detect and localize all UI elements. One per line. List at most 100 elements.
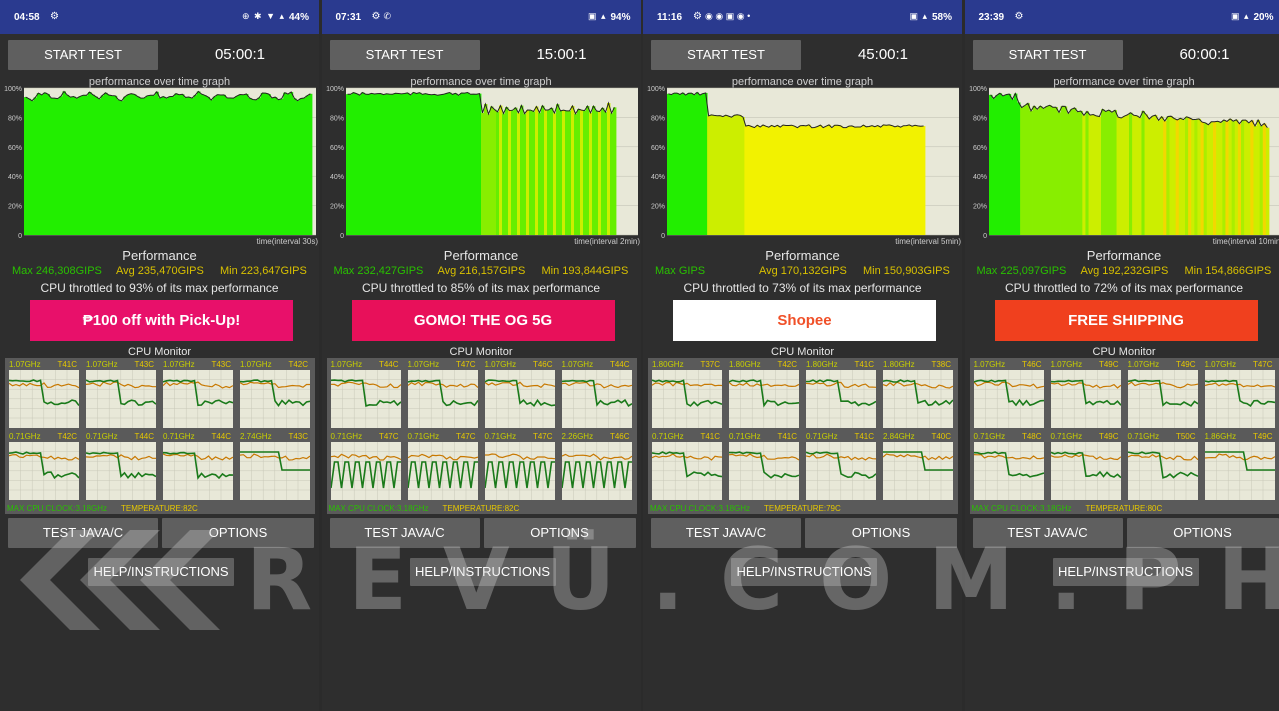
ad-text[interactable]: GOMO! THE OG 5G bbox=[413, 312, 553, 329]
x-axis-label: time(interval 5min) bbox=[895, 237, 961, 246]
perf-bar bbox=[78, 96, 82, 235]
perf-bar bbox=[807, 124, 811, 235]
test-java-c-button[interactable]: TEST JAVA/C bbox=[8, 518, 158, 548]
perf-bar bbox=[767, 127, 771, 235]
start-test-button[interactable]: START TEST bbox=[972, 40, 1123, 70]
perf-bar bbox=[52, 98, 57, 236]
frequency-line bbox=[561, 461, 632, 489]
perf-bar bbox=[168, 96, 172, 235]
perf-bar bbox=[873, 126, 877, 235]
perf-bar bbox=[1025, 103, 1030, 235]
perf-bar bbox=[345, 94, 349, 235]
perf-bar bbox=[348, 94, 352, 235]
core-chart bbox=[1127, 442, 1198, 500]
perf-bar bbox=[687, 93, 691, 236]
status-bar: 04:58 ⚙ ⊕ ✱ ▼ ▴ 44% bbox=[0, 0, 319, 34]
perf-bar bbox=[528, 110, 532, 235]
start-test-button[interactable]: START TEST bbox=[651, 40, 801, 70]
start-test-button[interactable]: START TEST bbox=[8, 40, 158, 70]
core-chart bbox=[806, 370, 876, 428]
frequency-line bbox=[652, 451, 722, 478]
max-gips: Max GIPS bbox=[655, 265, 706, 277]
perf-bar bbox=[612, 107, 616, 235]
options-button[interactable]: OPTIONS bbox=[1126, 518, 1279, 548]
perf-bar bbox=[861, 125, 866, 235]
perf-bar bbox=[681, 92, 685, 236]
perf-bar bbox=[468, 94, 472, 235]
test-java-c-button[interactable]: TEST JAVA/C bbox=[651, 518, 801, 548]
y-tick-label: 40% bbox=[8, 174, 22, 181]
ad-text[interactable]: ₱100 off with Pick-Up! bbox=[82, 312, 241, 329]
perf-bar bbox=[75, 98, 79, 235]
status-time: 07:31 bbox=[335, 12, 362, 23]
ad-banner[interactable]: Shopee bbox=[673, 300, 936, 341]
perf-bar bbox=[1119, 117, 1123, 235]
perf-bar bbox=[375, 93, 379, 235]
frequency-line bbox=[86, 379, 156, 406]
core-temperature: T47C bbox=[532, 432, 553, 441]
graph-title: performance over time graph bbox=[731, 76, 874, 88]
perf-bar bbox=[1063, 106, 1067, 235]
frequency-line bbox=[240, 451, 310, 471]
perf-bar bbox=[260, 92, 265, 235]
perf-bar bbox=[187, 97, 191, 235]
performance-graph: 100% 80% 60% 40% 20% 0 time(interval 10min) bbox=[969, 86, 1279, 246]
perf-bar bbox=[796, 127, 800, 235]
perf-bar bbox=[1181, 119, 1185, 235]
help-instructions-button[interactable]: HELP/INSTRUCTIONS bbox=[1052, 558, 1199, 586]
y-tick-label: 40% bbox=[329, 174, 343, 181]
help-instructions-button[interactable]: HELP/INSTRUCTIONS bbox=[409, 558, 556, 586]
core-temperature: T42C bbox=[777, 360, 797, 369]
ad-banner[interactable]: ₱100 off with Pick-Up! bbox=[30, 300, 293, 341]
ad-banner[interactable]: FREE SHIPPING bbox=[994, 300, 1258, 341]
ad-text[interactable]: Shopee bbox=[777, 312, 832, 329]
perf-bar bbox=[228, 98, 233, 235]
perf-bar bbox=[1156, 120, 1161, 235]
perf-bar bbox=[525, 109, 529, 235]
status-bar: 11:16 ⚙ ◉ ◉ ▣ ◉ • ▣ ▴ 58% bbox=[643, 0, 962, 34]
signal-icons: ▣ ▴ bbox=[1230, 11, 1250, 21]
options-button[interactable]: OPTIONS bbox=[162, 518, 314, 548]
core-frequency: 1.07GHz bbox=[1050, 360, 1083, 369]
graph-title: performance over time graph bbox=[1053, 76, 1195, 88]
core-graph: 2.26GHz T46C bbox=[560, 432, 634, 502]
perf-bar bbox=[667, 93, 671, 235]
perf-bar bbox=[531, 111, 535, 235]
perf-bar bbox=[33, 97, 38, 235]
ad-banner[interactable]: GOMO! THE OG 5G bbox=[351, 300, 615, 341]
perf-bar bbox=[546, 109, 550, 235]
perf-bar bbox=[46, 94, 50, 235]
perf-line bbox=[25, 90, 311, 102]
perf-bar bbox=[510, 110, 514, 235]
core-frequency: 2.74GHz bbox=[240, 432, 272, 441]
perf-bar bbox=[555, 104, 559, 235]
perf-bar bbox=[1032, 106, 1036, 235]
gear-icon: ⚙ bbox=[50, 11, 59, 22]
perf-bar bbox=[193, 95, 198, 236]
test-java-c-button[interactable]: TEST JAVA/C bbox=[329, 518, 480, 548]
start-test-button[interactable]: START TEST bbox=[329, 40, 480, 70]
cpu-monitor-footer: MAX CPU CLOCK:3.18GHz TEMPERATURE:80C bbox=[970, 504, 1279, 514]
help-instructions-button[interactable]: HELP/INSTRUCTIONS bbox=[88, 558, 234, 586]
perf-bar bbox=[113, 95, 118, 235]
perf-bar bbox=[296, 100, 300, 235]
options-button[interactable]: OPTIONS bbox=[483, 518, 636, 548]
avg-gips: Avg 235,470GIPS bbox=[116, 265, 204, 277]
ad-text[interactable]: FREE SHIPPING bbox=[1068, 312, 1184, 329]
frequency-line bbox=[883, 451, 953, 471]
core-temperature: T38C bbox=[931, 360, 951, 369]
core-graph: 1.07GHz T44C bbox=[560, 360, 634, 430]
frequency-line bbox=[1050, 451, 1121, 479]
help-instructions-button[interactable]: HELP/INSTRUCTIONS bbox=[731, 558, 877, 586]
perf-bar bbox=[1237, 123, 1241, 235]
perf-bar bbox=[1172, 118, 1176, 235]
test-java-c-button[interactable]: TEST JAVA/C bbox=[972, 518, 1123, 548]
options-button[interactable]: OPTIONS bbox=[805, 518, 957, 548]
perf-bar bbox=[790, 125, 794, 235]
perf-bar bbox=[913, 125, 917, 235]
perf-bar bbox=[899, 127, 903, 235]
core-graph: 1.07GHz T44C bbox=[329, 360, 403, 430]
perf-bar bbox=[718, 115, 722, 235]
perf-bar bbox=[273, 97, 278, 236]
perf-bar bbox=[132, 94, 137, 235]
